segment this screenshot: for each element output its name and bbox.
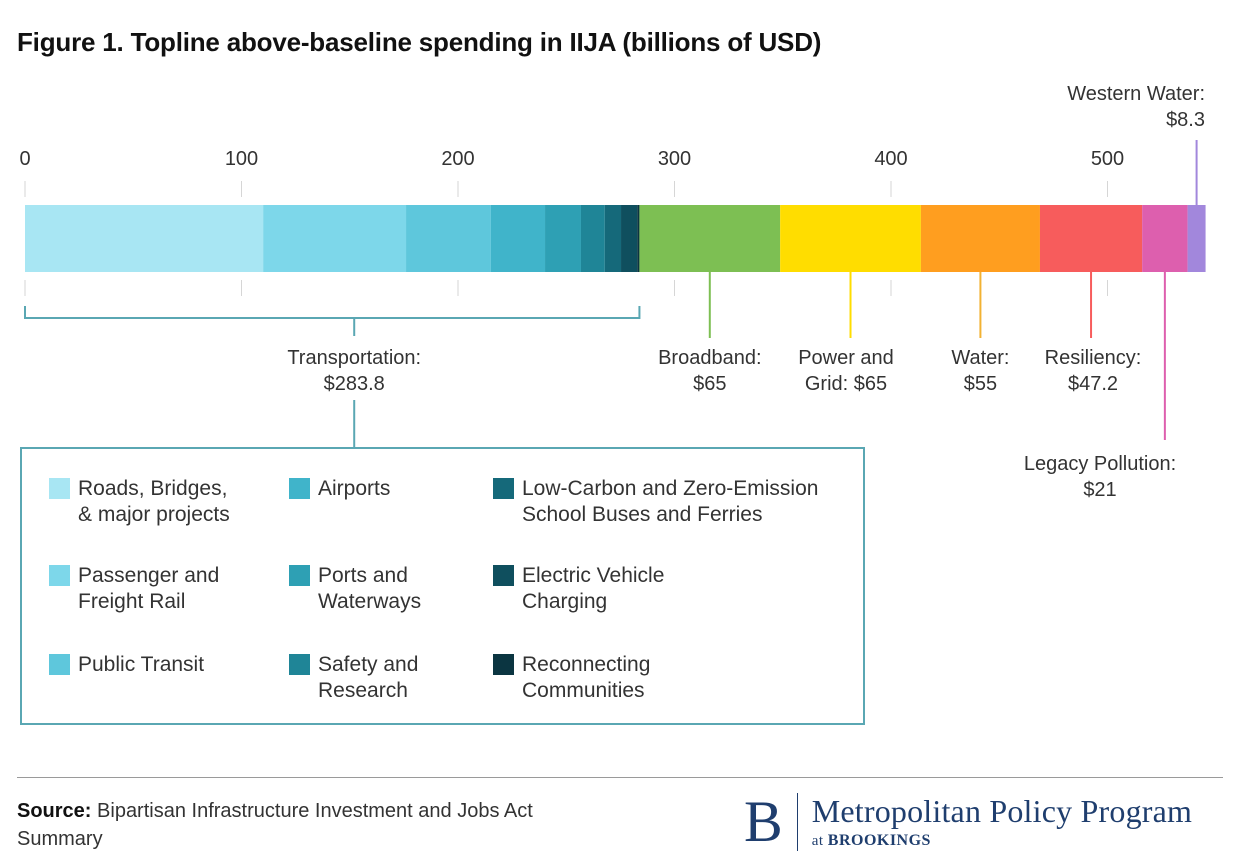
source-label: Source: [17, 800, 92, 822]
legend-swatch [49, 478, 70, 499]
legend-swatch [493, 654, 514, 675]
x-tick-label: 500 [1091, 148, 1124, 170]
broadband-label: Broadband: [658, 347, 761, 369]
water-label: Water: [951, 347, 1009, 369]
bar-segment [580, 205, 605, 272]
bar-segment [406, 205, 491, 272]
legend-swatch [289, 654, 310, 675]
legend-item: Reconnecting Communities [493, 652, 650, 704]
legend-label: Roads, Bridges, & major projects [78, 477, 230, 526]
legend-label: Safety and Research [318, 653, 419, 702]
legend-box: Roads, Bridges, & major projects Passenge… [20, 447, 865, 725]
source-note: Source: Bipartisan Infrastructure Invest… [17, 797, 617, 853]
transportation-label: Transportation: [287, 347, 421, 369]
bar-segment [1142, 205, 1188, 272]
legacy-label: Legacy Pollution: [1024, 453, 1176, 475]
resiliency-label: Resiliency: [1045, 347, 1142, 369]
brand-sub-name: BROOKINGS [827, 832, 931, 849]
legend-label: Electric Vehicle Charging [522, 564, 665, 613]
x-tick-label: 0 [19, 148, 30, 170]
legend-swatch [493, 478, 514, 499]
legend-swatch [493, 565, 514, 586]
bar-segment [604, 205, 622, 272]
legend-label: Reconnecting Communities [522, 653, 651, 702]
legend-swatch [49, 565, 70, 586]
bar-segment [545, 205, 581, 272]
brand-sub-prefix: at [811, 833, 824, 849]
bar-segment [621, 205, 638, 272]
legacy-value: $21 [1083, 479, 1116, 501]
footer-divider [17, 777, 1223, 778]
legend-item: Low-Carbon and Zero-Emission School Buse… [493, 476, 818, 528]
broadband-value: $65 [693, 373, 726, 395]
legend-item: Roads, Bridges, & major projects [49, 476, 230, 528]
x-tick-label: 400 [874, 148, 907, 170]
brand-name: Metropolitan Policy Program [811, 793, 1193, 829]
bar-segment [1039, 205, 1143, 272]
legend-label: Public Transit [78, 653, 205, 676]
legend-item: Ports and Waterways [289, 563, 421, 615]
western-label: Western Water: [1067, 83, 1205, 105]
bar-segment [920, 205, 1040, 272]
transportation-bracket [24, 306, 641, 319]
legend-swatch [289, 478, 310, 499]
legend-item: Public Transit [49, 652, 204, 678]
transportation-value: $283.8 [324, 373, 385, 395]
legend-label: Airports [318, 477, 391, 500]
chart-title: Figure 1. Topline above-baseline spendin… [17, 27, 822, 57]
legend-item: Passenger and Freight Rail [49, 563, 219, 615]
legend-item: Electric Vehicle Charging [493, 563, 664, 615]
source-text: Bipartisan Infrastructure Investment and… [17, 800, 533, 850]
bar-segment [637, 205, 640, 272]
x-tick-label: 100 [225, 148, 258, 170]
legend-label: Ports and Waterways [318, 564, 422, 613]
x-tick-label: 200 [441, 148, 474, 170]
brookings-b-logo: B [744, 793, 798, 851]
legend-swatch [49, 654, 70, 675]
x-tick-label: 300 [658, 148, 691, 170]
bar-segment [780, 205, 921, 272]
bar-segment [263, 205, 407, 272]
resiliency-value: $47.2 [1068, 373, 1118, 395]
western-value: $8.3 [1166, 109, 1205, 131]
bar-segment [490, 205, 546, 272]
legend-item: Airports [289, 476, 390, 502]
legend-label: Passenger and Freight Rail [78, 564, 220, 613]
legend-label: Low-Carbon and Zero-Emission School Buse… [522, 477, 819, 526]
chart-svg: 0 100 200 300 400 500 Transportation: $283.8 Bro… [19, 83, 1206, 501]
bar-segment [1187, 205, 1206, 272]
water-value: $55 [964, 373, 997, 395]
power-value: Grid: $65 [805, 373, 887, 395]
bar-segment [25, 205, 264, 272]
bar-segment [639, 205, 781, 272]
brand-logo: B Metropolitan Policy Program at BROOKIN… [744, 793, 1192, 853]
legend-swatch [289, 565, 310, 586]
legend-item: Safety and Research [289, 652, 418, 704]
power-label: Power and [798, 347, 894, 369]
